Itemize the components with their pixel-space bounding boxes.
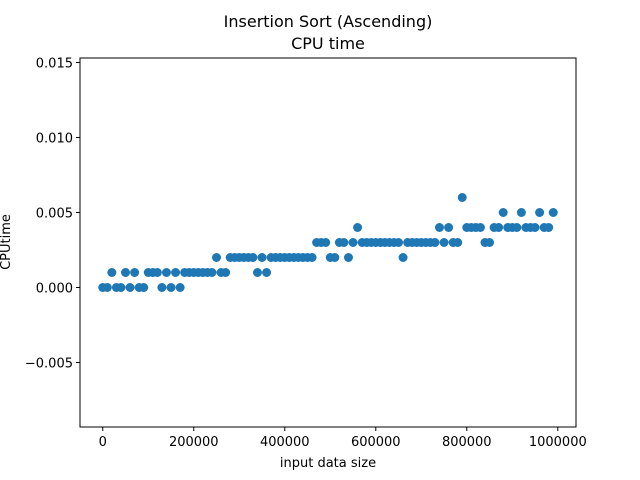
data-point <box>152 268 162 277</box>
x-axis-label: input data size <box>280 456 376 471</box>
x-tick-label: 0 <box>99 435 107 450</box>
data-point <box>157 283 167 292</box>
x-tick-label: 200000 <box>169 435 219 450</box>
data-point <box>221 268 231 277</box>
data-point <box>434 223 444 232</box>
x-tick-label: 1000000 <box>529 435 587 450</box>
data-point <box>516 208 526 217</box>
data-point <box>330 253 340 262</box>
data-point <box>530 223 540 232</box>
data-point <box>394 238 404 247</box>
data-point <box>252 268 262 277</box>
data-point <box>257 253 267 262</box>
data-point <box>444 223 454 232</box>
data-point <box>161 268 171 277</box>
y-tick-label: 0.005 <box>36 207 73 222</box>
x-tick-label: 800000 <box>442 435 492 450</box>
chart-subtitle: CPU time <box>291 34 365 53</box>
y-tick-label: 0.015 <box>36 57 73 72</box>
data-point <box>175 283 185 292</box>
data-point <box>430 238 440 247</box>
data-point <box>398 253 408 262</box>
data-point <box>321 238 331 247</box>
y-tick-label: 0.010 <box>36 132 73 147</box>
data-point <box>212 253 222 262</box>
data-point <box>171 268 181 277</box>
data-point <box>348 238 358 247</box>
data-point <box>439 238 449 247</box>
y-tick-label: −0.005 <box>25 357 73 372</box>
data-point <box>494 223 504 232</box>
x-tick-label: 400000 <box>260 435 310 450</box>
data-point <box>166 283 176 292</box>
data-point <box>512 223 522 232</box>
data-point <box>548 208 558 217</box>
x-axis-ticks: 0 200000 400000 600000 800000 1000000 <box>99 427 587 450</box>
data-point <box>339 238 349 247</box>
y-tick-label: 0.000 <box>36 282 73 297</box>
chart-title: Insertion Sort (Ascending) <box>224 12 433 31</box>
y-axis-label: CPUtime <box>0 214 14 270</box>
data-point <box>544 223 554 232</box>
data-point <box>343 253 353 262</box>
data-point <box>139 283 149 292</box>
data-point <box>353 223 363 232</box>
data-point <box>107 268 117 277</box>
data-point <box>102 283 112 292</box>
data-point <box>262 268 272 277</box>
data-point <box>307 253 317 262</box>
data-point <box>453 238 463 247</box>
y-axis-ticks: −0.005 0.000 0.005 0.010 0.015 <box>25 57 80 372</box>
data-point <box>207 268 217 277</box>
data-point <box>125 283 135 292</box>
data-point <box>121 268 130 277</box>
data-point <box>130 268 140 277</box>
data-point <box>485 238 495 247</box>
data-point <box>475 223 485 232</box>
data-point <box>116 283 126 292</box>
data-point <box>535 208 545 217</box>
data-point <box>248 253 258 262</box>
x-tick-label: 600000 <box>351 435 401 450</box>
data-points <box>98 193 558 292</box>
data-point <box>498 208 508 217</box>
plot-frame <box>79 57 577 428</box>
data-point <box>457 193 467 202</box>
